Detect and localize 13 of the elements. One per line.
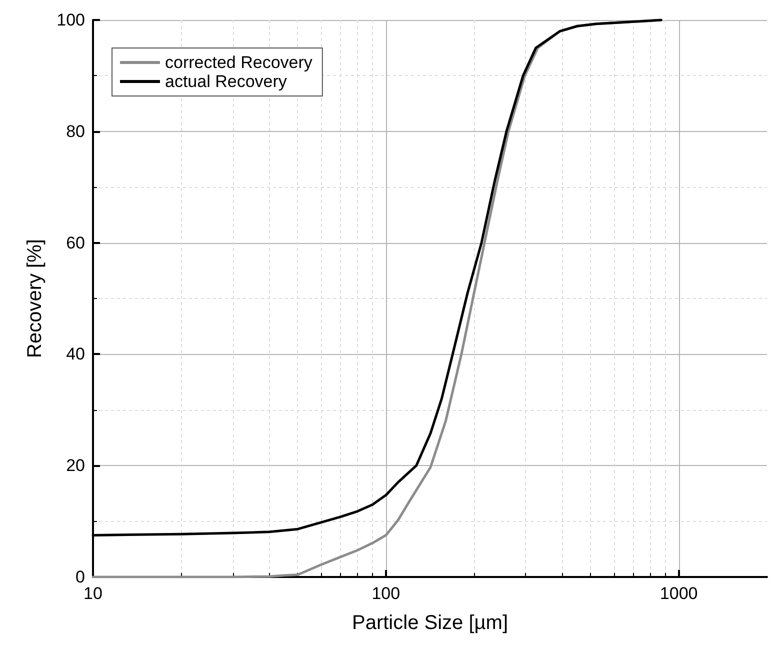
y-tick-label: 80 [66,122,85,141]
x-tick-label: 1000 [660,584,698,603]
y-tick-label: 100 [56,10,85,30]
y-tick-label: 60 [66,233,85,252]
legend-label: actual Recovery [165,72,288,91]
y-tick-label: 40 [66,344,85,364]
x-tick-label: 10 [84,584,102,603]
legend-label: corrected Recovery [165,53,313,72]
y-tick-label: 20 [66,456,85,476]
y-axis-title: Recovery [%] [24,239,46,358]
x-tick-label: 100 [372,584,400,603]
y-tick-label: 0 [76,568,85,586]
x-axis-title: Particle Size [µm] [352,612,508,634]
